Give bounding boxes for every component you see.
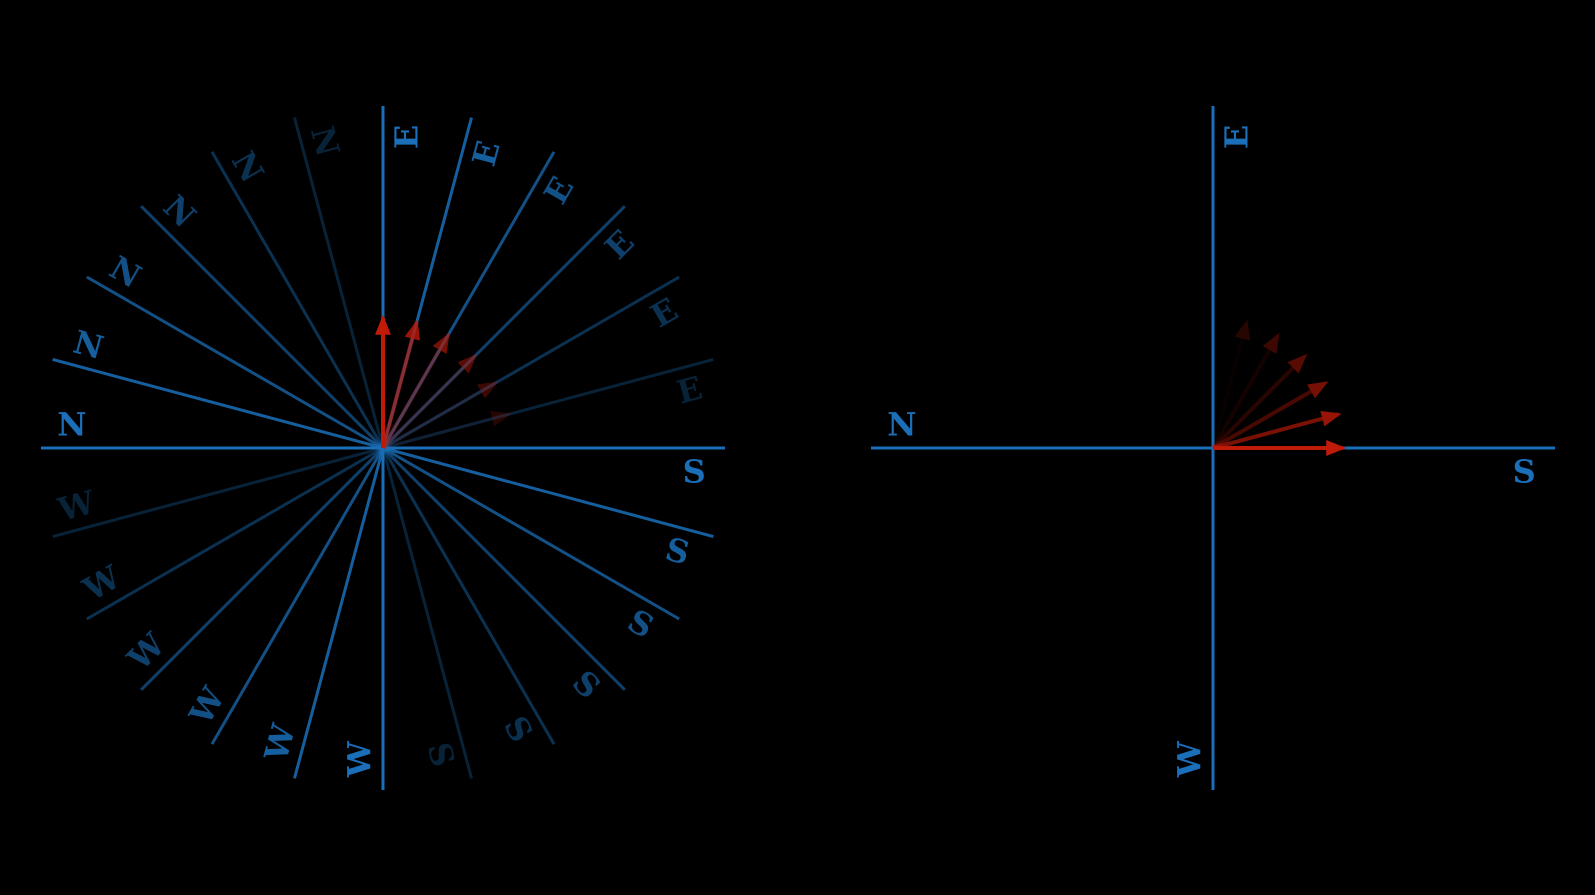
axis-direction-label: S: [1513, 452, 1536, 490]
axis-direction-label: E: [1217, 125, 1255, 149]
vector-arrow: [382, 410, 512, 450]
vector-arrow: [1211, 319, 1251, 449]
axis-direction-label: W: [1171, 740, 1209, 778]
vector-arrow: [381, 332, 450, 449]
axis-direction-label: S: [683, 452, 706, 490]
vector-arrow: [1211, 353, 1308, 450]
vector-arrow: [381, 353, 478, 450]
vector-arrow: [382, 381, 499, 450]
axis-direction-label: N: [887, 406, 916, 444]
fixed-axes-diagram: E W S N: [871, 106, 1555, 790]
vector-arrow: [1212, 410, 1342, 450]
vector-arrow: [381, 319, 421, 449]
axis-direction-label: W: [341, 740, 379, 778]
vector-arrow: [1211, 381, 1329, 450]
axis-direction-label: E: [387, 125, 425, 149]
axis-direction-label: N: [57, 406, 86, 444]
vector-arrow: [1211, 332, 1280, 449]
